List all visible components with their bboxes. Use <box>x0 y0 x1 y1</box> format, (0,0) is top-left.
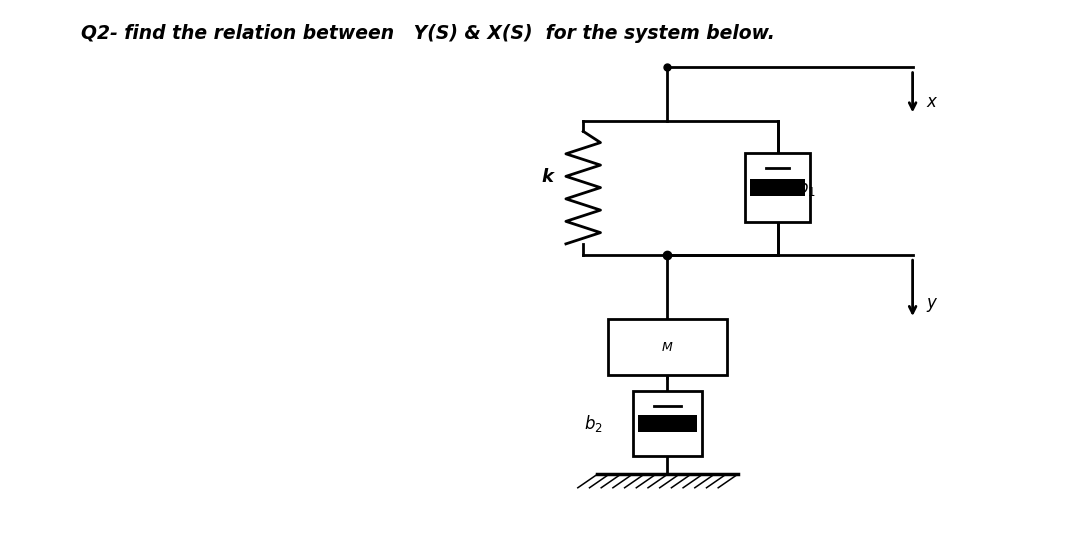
Bar <box>608 319 727 375</box>
Bar <box>633 391 702 456</box>
Text: x: x <box>927 93 936 111</box>
Bar <box>638 415 697 432</box>
Text: y: y <box>927 294 936 312</box>
Text: k: k <box>541 168 553 186</box>
Text: M: M <box>662 340 673 354</box>
Bar <box>745 153 810 222</box>
Bar <box>751 179 806 196</box>
Text: $b_1$: $b_1$ <box>797 177 816 198</box>
Text: Q2- find the relation between   Y(S) & X(S)  for the system below.: Q2- find the relation between Y(S) & X(S… <box>81 24 774 43</box>
Text: $b_2$: $b_2$ <box>584 413 603 434</box>
